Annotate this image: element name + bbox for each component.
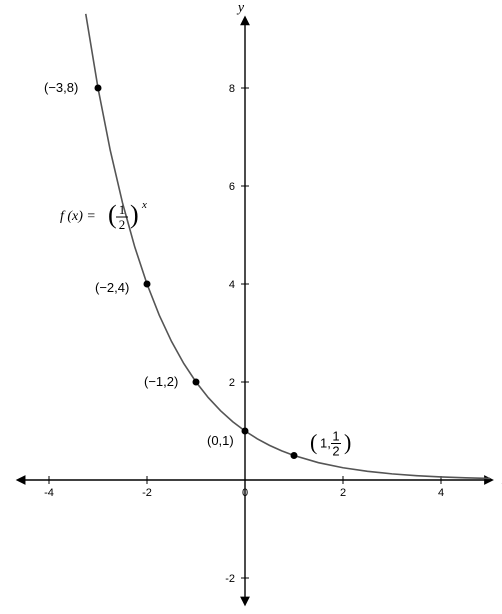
- data-point: [193, 379, 200, 386]
- x-tick-label: 2: [340, 487, 346, 499]
- data-point: [95, 85, 102, 92]
- x-tick-label: -2: [142, 487, 152, 499]
- svg-text:x: x: [141, 199, 147, 211]
- svg-text:1,: 1,: [320, 436, 331, 451]
- data-point: [242, 428, 249, 435]
- x-tick-label: -4: [44, 487, 54, 499]
- y-tick-label: -2: [225, 573, 235, 585]
- y-tick-label: 4: [229, 279, 235, 291]
- svg-text:): ): [344, 430, 351, 455]
- x-tick-label: 4: [438, 487, 444, 499]
- point-label-fraction: (1,12): [310, 429, 351, 459]
- x-tick-label: 0: [242, 487, 248, 499]
- exponential-decay-chart: -4 -2 0 2 4 -2 2 4 6 8 x y (−3,8) (−2,4) (−1,2) (0,1) (1…: [0, 0, 502, 614]
- function-label: f (x) = (12)x: [60, 199, 147, 232]
- data-point: [144, 281, 151, 288]
- point-label: (−3,8): [44, 80, 78, 95]
- svg-text:): ): [130, 200, 139, 229]
- point-label: (−2,4): [95, 280, 129, 295]
- svg-text:(: (: [108, 200, 117, 229]
- point-label: (−1,2): [144, 374, 178, 389]
- svg-text:2: 2: [332, 444, 339, 459]
- data-point: [291, 452, 298, 459]
- svg-text:1: 1: [119, 202, 126, 217]
- chart-svg: -4 -2 0 2 4 -2 2 4 6 8 x y (−3,8) (−2,4) (−1,2) (0,1) (1…: [0, 0, 502, 614]
- y-tick-label: 2: [229, 377, 235, 389]
- svg-text:1: 1: [332, 429, 339, 444]
- y-tick-label: 8: [229, 83, 235, 95]
- svg-text:2: 2: [119, 217, 126, 232]
- svg-text:f (x) =: f (x) =: [60, 209, 96, 224]
- y-axis-label: y: [236, 0, 245, 15]
- function-curve: [86, 14, 490, 479]
- svg-text:(: (: [310, 430, 317, 455]
- y-tick-label: 6: [229, 181, 235, 193]
- point-label: (0,1): [207, 433, 234, 448]
